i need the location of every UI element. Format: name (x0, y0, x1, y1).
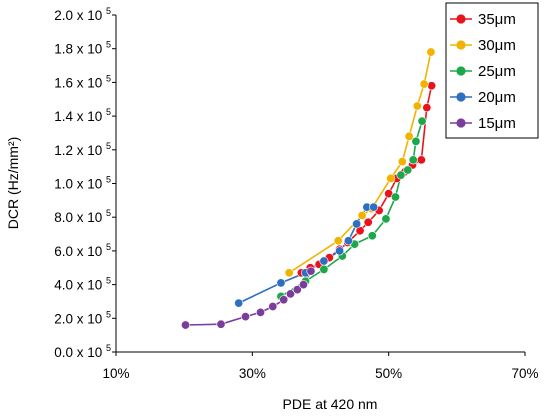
data-point (352, 219, 362, 229)
legend-marker (456, 40, 466, 50)
y-axis-ticks: 0.0 x 10 5 2.0 x 10 5 4.0 x 10 5 6.0 x 10 5… (54, 6, 116, 360)
series-markers-25μm (276, 116, 427, 301)
data-point (343, 236, 353, 246)
data-point (284, 268, 294, 278)
y-tick-label: 1.2 x 10 5 (54, 141, 111, 158)
data-point (404, 131, 414, 141)
series-markers-30μm (284, 47, 436, 278)
data-point (279, 295, 289, 305)
series-markers-15μm (181, 266, 316, 330)
data-point (276, 278, 286, 288)
data-point (390, 192, 400, 202)
data-point (369, 202, 379, 212)
data-point (216, 319, 226, 329)
data-point (298, 280, 308, 290)
y-tick-label: 6.0 x 10 5 (54, 242, 111, 259)
x-tick-label: 70% (511, 366, 538, 381)
data-point (256, 307, 266, 317)
series-markers-20μm (234, 202, 379, 308)
legend-label: 25μm (478, 63, 516, 80)
data-point (241, 312, 251, 322)
legend-item: 25μm (450, 63, 516, 80)
series-30μm (288, 51, 432, 274)
data-point (422, 103, 432, 113)
data-point (286, 289, 296, 299)
legend-item: 35μm (450, 11, 516, 28)
y-tick-label: 1.0 x 10 5 (54, 175, 111, 192)
series-layer (181, 47, 437, 330)
data-point (411, 136, 421, 146)
data-point (335, 246, 345, 256)
series-markers-35μm (296, 81, 437, 278)
data-point (386, 173, 396, 183)
series-line (288, 51, 432, 274)
legend-marker (456, 66, 466, 76)
y-tick-label: 1.6 x 10 5 (54, 73, 111, 90)
y-axis-title: DCR (Hz/mm²) (5, 137, 21, 230)
data-point (319, 264, 329, 274)
legend-label: 15μm (478, 115, 516, 132)
y-tick-label: 2.0 x 10 5 (54, 309, 111, 326)
data-point (333, 236, 343, 246)
x-tick-label: 30% (239, 366, 266, 381)
series-line (301, 85, 433, 274)
y-tick-label: 2.0 x 10 5 (54, 6, 111, 23)
data-point (381, 214, 391, 224)
data-point (412, 101, 422, 111)
data-point (417, 116, 427, 126)
legend-label: 35μm (478, 11, 516, 28)
x-axis-title: PDE at 420 nm (283, 396, 378, 412)
y-tick-label: 8.0 x 10 5 (54, 208, 111, 225)
data-point (268, 302, 278, 312)
x-tick-label: 10% (102, 366, 129, 381)
data-point (403, 165, 413, 175)
legend-item: 30μm (450, 37, 516, 54)
data-point (426, 47, 436, 57)
data-point (396, 170, 406, 180)
legend-item: 15μm (450, 115, 516, 132)
x-tick-label: 50% (375, 366, 402, 381)
data-point (427, 81, 437, 91)
legend-marker (456, 118, 466, 128)
data-point (408, 155, 418, 165)
legend-marker (456, 92, 466, 102)
legend-item: 20μm (450, 89, 516, 106)
legend-label: 20μm (478, 89, 516, 106)
data-point (367, 231, 377, 241)
y-tick-label: 4.0 x 10 5 (54, 276, 111, 293)
data-point (357, 211, 367, 221)
data-point (292, 285, 302, 295)
data-point (419, 79, 429, 89)
data-point (397, 157, 407, 167)
data-point (306, 266, 316, 276)
y-tick-label: 0.0 x 10 5 (54, 343, 111, 360)
legend-marker (456, 14, 466, 24)
y-tick-label: 1.8 x 10 5 (54, 40, 111, 57)
data-point (416, 155, 426, 165)
data-point (319, 256, 329, 266)
series-35μm (301, 85, 433, 274)
data-point (363, 217, 373, 227)
y-tick-label: 1.4 x 10 5 (54, 107, 111, 124)
legend: 35μm 30μm 25μm 20μm 15μm (445, 2, 539, 139)
data-point (234, 298, 244, 308)
legend-label: 30μm (478, 37, 516, 54)
x-axis-ticks: 10% 30% 50% 70% (102, 352, 539, 381)
data-point (181, 320, 191, 330)
